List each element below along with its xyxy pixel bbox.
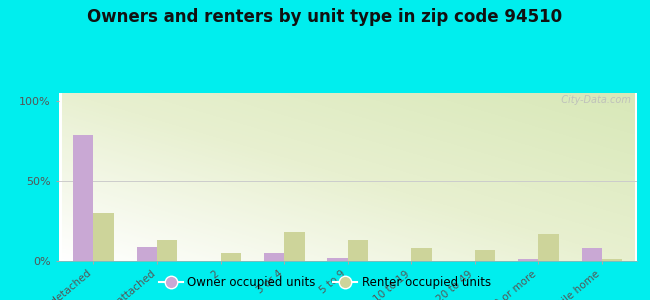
Text: City-Data.com: City-Data.com — [555, 95, 631, 105]
Bar — [136, 247, 157, 261]
Bar — [518, 260, 538, 261]
Bar — [328, 258, 348, 261]
Bar — [264, 253, 284, 261]
Text: Owners and renters by unit type in zip code 94510: Owners and renters by unit type in zip c… — [88, 8, 562, 26]
Legend: Owner occupied units, Renter occupied units: Owner occupied units, Renter occupied un… — [154, 272, 496, 294]
Bar — [157, 240, 177, 261]
Bar — [538, 234, 559, 261]
Bar — [94, 213, 114, 261]
Bar — [411, 248, 432, 261]
Bar — [348, 240, 368, 261]
Bar — [73, 135, 94, 261]
Bar — [602, 260, 623, 261]
Bar — [475, 250, 495, 261]
Bar — [284, 232, 304, 261]
Bar — [582, 248, 602, 261]
Bar — [220, 253, 241, 261]
